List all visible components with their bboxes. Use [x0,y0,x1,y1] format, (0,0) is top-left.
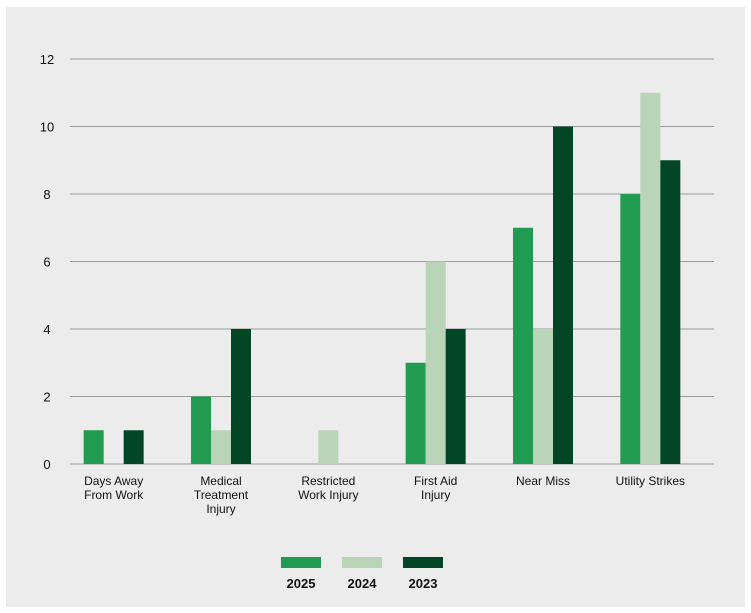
legend-swatch-2023 [403,557,443,568]
bar-2024 [640,92,661,464]
bar-2025 [405,362,426,464]
legend-label-2024: 2024 [348,576,378,591]
y-tick-label: 12 [40,52,54,67]
x-category-label-line: Near Miss [516,474,570,488]
x-category-label-line: Injury [206,502,235,516]
legend-label-2025: 2025 [287,576,316,591]
x-category-label-line: First Aid [414,474,457,488]
legend-swatch-2024 [342,557,382,568]
bars [83,92,681,464]
x-category-label-line: Injury [421,488,450,502]
legend-label-2023: 2023 [409,576,438,591]
bar-2023 [231,329,251,464]
bar-2024 [425,261,446,464]
x-category-label: Near Miss [516,474,570,488]
x-category-label-line: Restricted [301,474,355,488]
y-tick-label: 2 [43,390,50,405]
x-category-label-line: Days Away [84,474,143,488]
gridlines [70,58,714,465]
bar-2023 [123,430,144,464]
bar-2024 [533,329,553,464]
bar-2023 [445,329,466,464]
bar-2025 [191,396,211,464]
y-axis-ticks: 0 2 4 6 8 10 12 [40,52,54,472]
x-category-label: Restricted Work Injury [298,474,358,502]
x-category-label-line: Treatment [194,488,249,502]
bar-2023 [553,126,573,464]
legend-swatch-2025 [281,557,321,568]
bar-2024 [211,430,231,464]
y-tick-label: 0 [43,457,50,472]
y-tick-label: 10 [40,120,54,135]
x-category-label-line: Work Injury [298,488,358,502]
bar-2025 [83,430,104,464]
y-tick-label: 8 [43,187,50,202]
x-category-label: Days Away From Work [84,474,144,502]
x-category-label-line: Medical [200,474,241,488]
bar-2024 [318,430,339,464]
bar-2025 [620,194,641,464]
bar-2025 [513,227,533,464]
bar-2023 [660,160,681,464]
x-category-label: Utility Strikes [616,474,685,488]
x-category-label: First Aid Injury [414,474,457,502]
x-category-label: Medical Treatment Injury [194,474,249,516]
x-category-label-line: Utility Strikes [616,474,685,488]
y-tick-label: 4 [43,322,50,337]
legend: 2025 2024 2023 [281,557,443,591]
y-tick-label: 6 [43,255,50,270]
x-category-label-line: From Work [84,488,144,502]
